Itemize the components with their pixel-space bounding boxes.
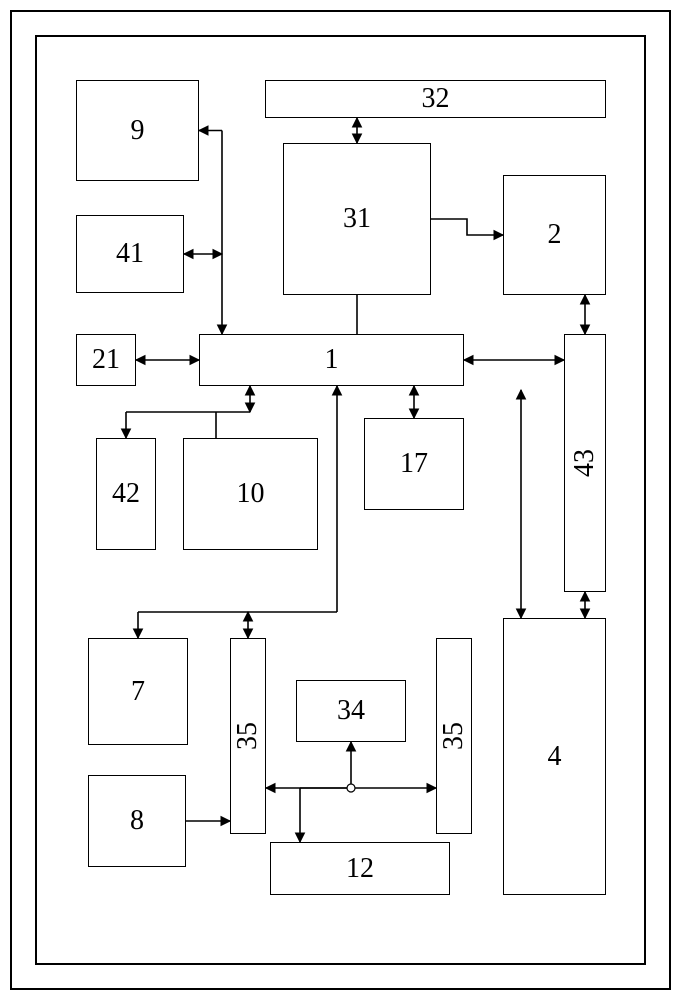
block-label: 9 [131, 115, 145, 147]
block-4: 4 [503, 618, 606, 895]
block-21: 21 [76, 334, 136, 386]
block-9: 9 [76, 80, 199, 181]
block-label: 31 [343, 203, 371, 235]
block-35: 35 [230, 638, 266, 834]
block-label: 42 [112, 478, 140, 510]
block-7: 7 [88, 638, 188, 745]
block-42: 42 [96, 438, 156, 550]
block-label: 1 [325, 344, 339, 376]
block-label: 17 [400, 448, 428, 480]
block-label: 8 [130, 805, 144, 837]
block-label: 35 [232, 722, 264, 750]
block-10: 10 [183, 438, 318, 550]
block-35: 35 [436, 638, 472, 834]
block-label: 35 [438, 722, 470, 750]
block-2: 2 [503, 175, 606, 295]
block-31: 31 [283, 143, 431, 295]
block-34: 34 [296, 680, 406, 742]
block-1: 1 [199, 334, 464, 386]
block-12: 12 [270, 842, 450, 895]
block-label: 4 [548, 741, 562, 773]
block-17: 17 [364, 418, 464, 510]
block-label: 2 [548, 219, 562, 251]
block-32: 32 [265, 80, 606, 118]
block-8: 8 [88, 775, 186, 867]
block-label: 7 [131, 676, 145, 708]
block-label: 43 [569, 449, 601, 477]
block-43: 43 [564, 334, 606, 592]
block-label: 32 [422, 83, 450, 115]
block-label: 12 [346, 853, 374, 885]
block-label: 10 [237, 478, 265, 510]
block-label: 21 [92, 344, 120, 376]
block-label: 34 [337, 695, 365, 727]
block-label: 41 [116, 238, 144, 270]
block-41: 41 [76, 215, 184, 293]
